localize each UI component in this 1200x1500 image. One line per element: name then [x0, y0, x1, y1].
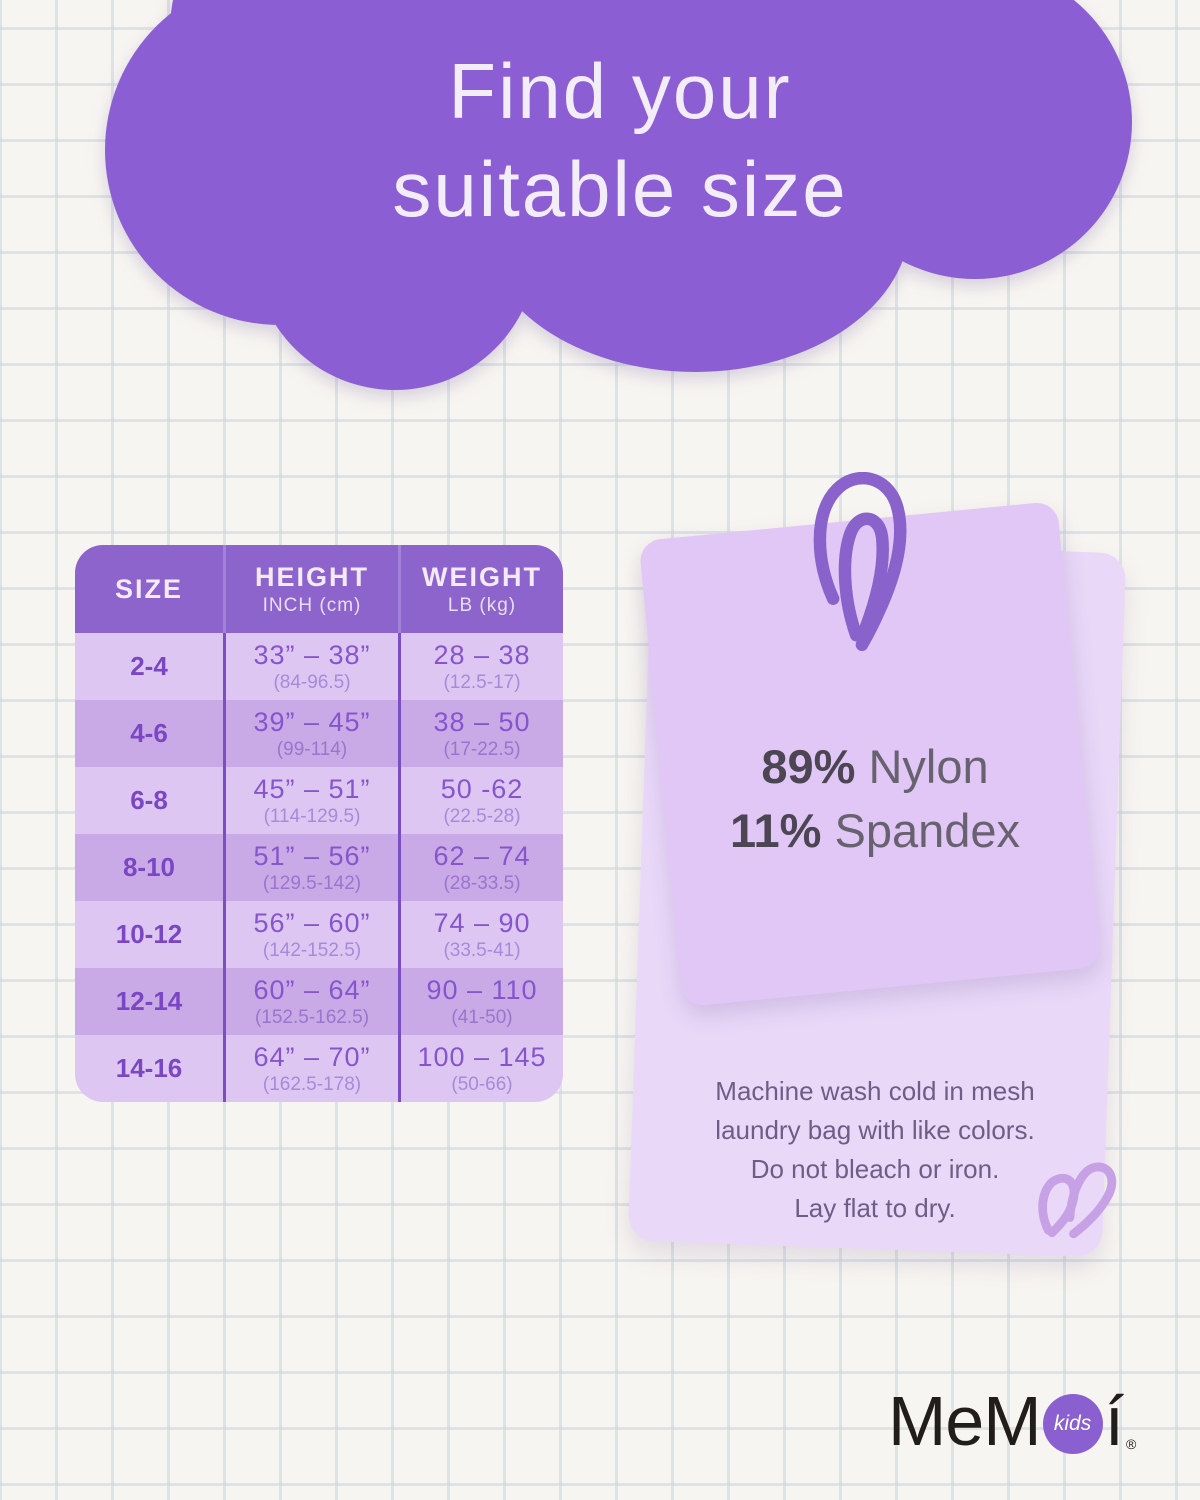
table-row: 4-6 39” – 45” (99-114) 38 – 50 (17-22.5) — [75, 700, 563, 767]
height-cell: 39” – 45” (99-114) — [223, 700, 398, 767]
composition-line: 89% Nylon — [655, 735, 1095, 799]
heart-doodle-icon — [1038, 1162, 1117, 1239]
height-cell: 60” – 64” (152.5-162.5) — [223, 968, 398, 1035]
table-row: 10-12 56” – 60” (142-152.5) 74 – 90 (33.… — [75, 901, 563, 968]
care-line: Lay flat to dry. — [794, 1193, 956, 1223]
table-row: 14-16 64” – 70” (162.5-178) 100 – 145 (5… — [75, 1035, 563, 1102]
size-cell: 12-14 — [115, 986, 183, 1016]
brand-logo: MeM kids í ® — [888, 1386, 1136, 1456]
size-cell: 6-8 — [130, 785, 168, 815]
weight-cell: 62 – 74 (28-33.5) — [398, 834, 563, 901]
weight-cell: 90 – 110 (41-50) — [398, 968, 563, 1035]
height-cell: 33” – 38” (84-96.5) — [223, 633, 398, 700]
page-title-line2: suitable size — [392, 145, 848, 233]
care-instructions: Machine wash cold in mesh laundry bag wi… — [650, 1072, 1100, 1228]
header-height: HEIGHT INCH (cm) — [223, 545, 398, 633]
spandex-percent: 11% — [729, 804, 822, 857]
size-cell: 14-16 — [115, 1053, 183, 1083]
table-row: 6-8 45” – 51” (114-129.5) 50 -62 (22.5-2… — [75, 767, 563, 834]
height-cell: 56” – 60” (142-152.5) — [223, 901, 398, 968]
kids-badge: kids — [1042, 1394, 1103, 1454]
table-row: 2-4 33” – 38” (84-96.5) 28 – 38 (12.5-17… — [75, 633, 563, 700]
size-cell: 4-6 — [130, 718, 168, 748]
weight-cell: 100 – 145 (50-66) — [398, 1035, 563, 1102]
table-header-row: SIZE HEIGHT INCH (cm) WEIGHT LB (kg) — [75, 545, 563, 633]
nylon-label: Nylon — [868, 740, 989, 793]
registered-mark: ® — [1126, 1436, 1137, 1452]
size-cell: 10-12 — [115, 919, 183, 949]
size-cell: 8-10 — [122, 852, 176, 882]
header-size: SIZE — [114, 573, 183, 604]
nylon-percent: 89% — [761, 740, 856, 793]
spandex-label: Spandex — [834, 804, 1021, 857]
weight-cell: 28 – 38 (12.5-17) — [398, 633, 563, 700]
height-cell: 64” – 70” (162.5-178) — [223, 1035, 398, 1102]
care-line: laundry bag with like colors. — [715, 1115, 1035, 1145]
weight-cell: 38 – 50 (17-22.5) — [398, 700, 563, 767]
care-line: Do not bleach or iron. — [750, 1154, 1000, 1184]
composition-line: 11% Spandex — [655, 799, 1095, 863]
weight-cell: 50 -62 (22.5-28) — [398, 767, 563, 834]
table-row: 12-14 60” – 64” (152.5-162.5) 90 – 110 (… — [75, 968, 563, 1035]
height-cell: 45” – 51” (114-129.5) — [223, 767, 398, 834]
page-title-line1: Find your — [448, 47, 792, 135]
weight-cell: 74 – 90 (33.5-41) — [398, 901, 563, 968]
logo-text-prefix: MeM — [888, 1382, 1042, 1460]
size-table: SIZE HEIGHT INCH (cm) WEIGHT LB (kg) 2-4… — [75, 545, 563, 1102]
cloud-shape — [105, 0, 1132, 390]
material-composition: 89% Nylon 11% Spandex — [655, 735, 1095, 863]
logo-text-suffix: í — [1104, 1382, 1124, 1460]
care-line: Machine wash cold in mesh — [715, 1076, 1035, 1106]
height-cell: 51” – 56” (129.5-142) — [223, 834, 398, 901]
page-title: Find your suitable size — [120, 42, 1120, 238]
size-cell: 2-4 — [130, 651, 168, 681]
paperclip-icon — [813, 472, 907, 652]
table-row: 8-10 51” – 56” (129.5-142) 62 – 74 (28-3… — [75, 834, 563, 901]
header-weight: WEIGHT LB (kg) — [398, 545, 563, 633]
